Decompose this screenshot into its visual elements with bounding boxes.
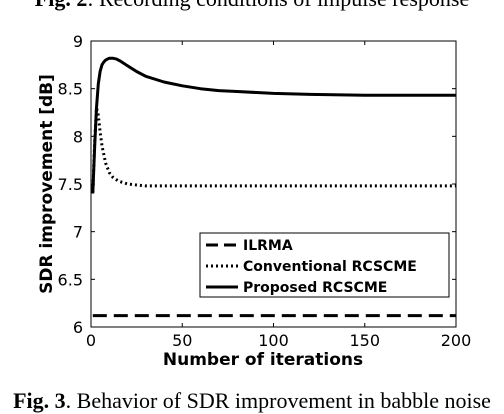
x-axis-label: Number of iterations [163, 350, 363, 370]
legend-label: ILRMA [243, 238, 293, 254]
legend-label: Proposed RCSCME [243, 280, 387, 296]
y-axis-label: SDR improvement [dB] [37, 74, 57, 294]
series-line-dotted [91, 106, 456, 192]
series-line-solid [91, 56, 456, 194]
y-tick-label: 9 [73, 32, 83, 51]
x-tick-label: 200 [441, 331, 472, 350]
y-tick-label: 7 [73, 223, 83, 242]
line-chart: 0 50 100 150 200 6 6.5 7 7.5 8 8.5 9 Number of iter… [37, 32, 472, 370]
axis-ticks: 0 50 100 150 200 6 6.5 7 7.5 8 8.5 9 [58, 32, 472, 350]
x-tick-label: 100 [258, 331, 289, 350]
figure-caption-bottom: Fig. 3. Behavior of SDR improvement in b… [0, 388, 504, 414]
x-tick-label: 150 [349, 331, 380, 350]
y-tick-label: 6 [73, 318, 83, 337]
y-tick-label: 8 [73, 127, 83, 146]
legend: ILRMA Conventional RCSCME Proposed RCSCME [199, 232, 450, 298]
caption-top-text: : Recording conditions of impulse respon… [87, 0, 469, 11]
caption-top-prefix: Fig. 2 [35, 0, 88, 11]
y-tick-label: 8.5 [58, 80, 83, 99]
y-tick-label: 7.5 [58, 175, 83, 194]
legend-label: Conventional RCSCME [243, 259, 417, 275]
caption-bottom-text: . Behavior of SDR improvement in babble … [65, 388, 491, 413]
x-tick-label: 50 [172, 331, 192, 350]
caption-bottom-prefix: Fig. 3 [13, 388, 66, 413]
legend-box [199, 232, 450, 298]
figure-caption-top: Fig. 2: Recording conditions of impulse … [0, 0, 504, 12]
x-tick-label: 0 [86, 331, 96, 350]
y-tick-label: 6.5 [58, 270, 83, 289]
series-lines [91, 56, 456, 318]
